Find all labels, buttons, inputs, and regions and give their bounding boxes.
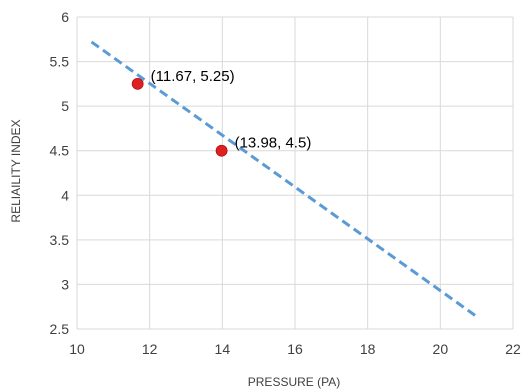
grid	[76, 16, 514, 330]
x-tick-label: 16	[287, 341, 303, 357]
data-point-label: (13.98, 4.5)	[235, 135, 312, 152]
x-tick-label: 20	[433, 341, 449, 357]
x-tick-label: 18	[360, 341, 376, 357]
data-point-label: (11.67, 5.25)	[151, 68, 235, 85]
y-axis-title: RELIAILITY INDEX	[9, 119, 23, 222]
y-tick-label: 4.5	[50, 143, 70, 159]
data-points: (11.67, 5.25) (13.98, 4.5)	[131, 68, 312, 157]
y-tick-label: 6	[61, 9, 69, 25]
data-point	[215, 144, 228, 157]
y-tick-label: 2.5	[50, 321, 70, 337]
trend-line	[90, 40, 478, 318]
y-tick-label: 5	[61, 98, 69, 114]
tick-labels: 10 12 14 16 18 20 22 2.5 3 3.5 4 4.5 5 5.5 6	[50, 9, 521, 357]
x-axis-title: PRESSURE (PA)	[248, 375, 340, 389]
x-tick-label: 12	[142, 341, 158, 357]
y-tick-label: 3	[61, 276, 69, 292]
y-tick-label: 4	[61, 187, 69, 203]
x-tick-label: 22	[505, 341, 521, 357]
data-point	[131, 77, 144, 90]
x-tick-label: 14	[215, 341, 231, 357]
y-tick-label: 3.5	[50, 232, 70, 248]
x-tick-label: 10	[69, 341, 85, 357]
y-tick-label: 5.5	[50, 54, 70, 70]
trend-line-layer	[90, 40, 478, 318]
